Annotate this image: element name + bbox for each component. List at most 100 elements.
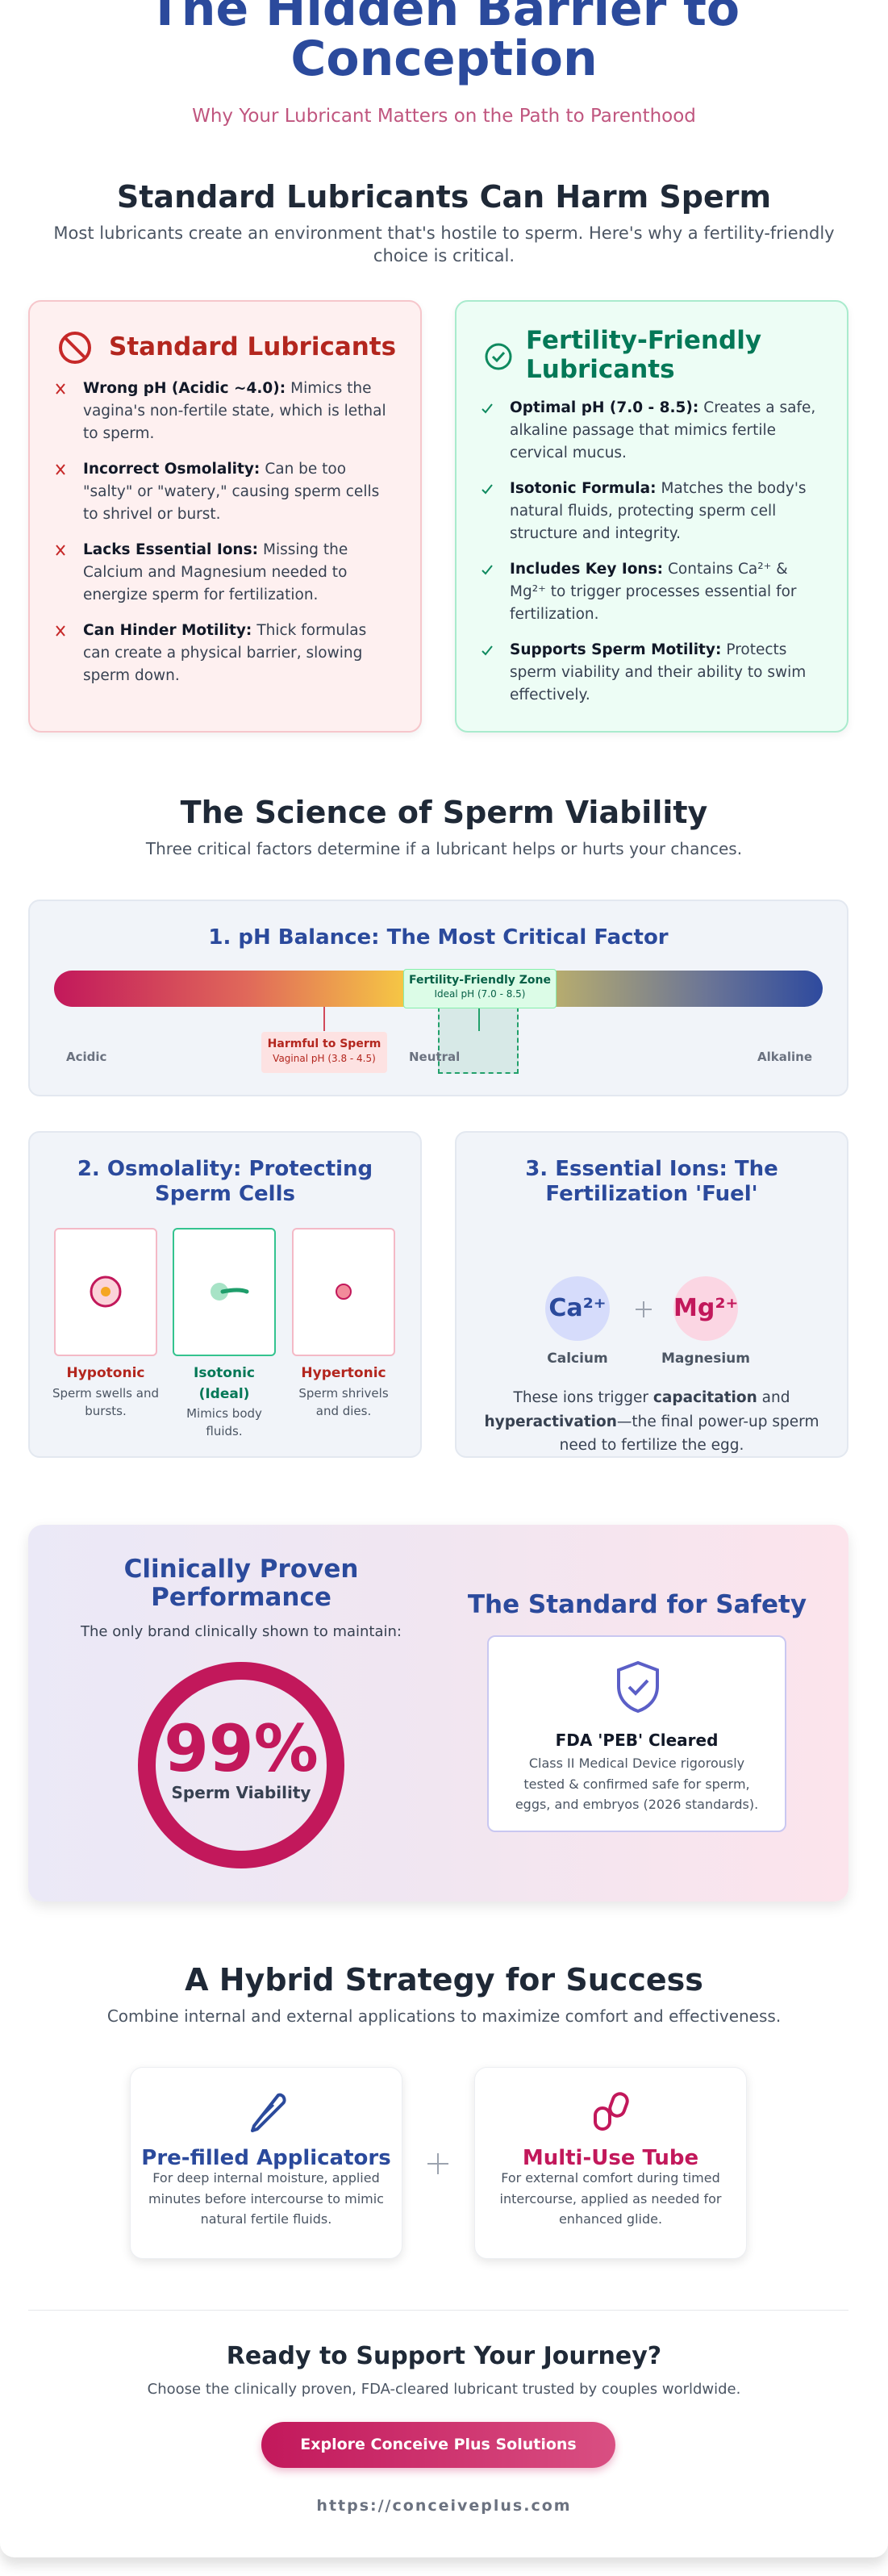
- site-url[interactable]: https://conceiveplus.com: [316, 2497, 572, 2515]
- cross-icon: [56, 464, 65, 475]
- panel-title: 2. Osmolality: Protecting Sperm Cells: [77, 1157, 373, 1206]
- list-item: Lacks Essential Ions: Missing the Calcium…: [54, 539, 396, 607]
- main-title: The Hidden Barrier to Conception: [148, 0, 740, 87]
- check-icon: [482, 645, 493, 656]
- section-description: Most lubricants create an environment th…: [53, 223, 835, 265]
- scale-label: Acidic: [66, 1050, 107, 1064]
- cross-stroke: [56, 464, 65, 475]
- badge-text: Class II Medical Device rigorously teste…: [515, 1756, 759, 1812]
- item-label: Isotonic Formula:: [510, 480, 657, 497]
- ion-symbol: Mg²⁺: [673, 1276, 738, 1341]
- section-title: The Science of Sperm Viability: [180, 795, 708, 830]
- list-item: Isotonic Formula: Matches the body's natu…: [481, 478, 823, 545]
- option-card: Pre-filled Applicators For deep internal…: [130, 2067, 402, 2259]
- cell-desc-text: Mimics body fluids.: [186, 1406, 262, 1438]
- ion-name: Calcium: [547, 1351, 608, 1367]
- harmful-range: Vaginal pH (3.8 - 4.5): [273, 1053, 376, 1064]
- cross-icon: [56, 625, 65, 637]
- safety-title: The Standard for Safety: [467, 1590, 807, 1619]
- section-title: A Hybrid Strategy for Success: [185, 1962, 703, 1998]
- zone-pointer: [478, 1007, 480, 1031]
- harmful-box: Harmful to Sperm Vaginal pH (3.8 - 4.5): [261, 1032, 387, 1073]
- section-subtitle: Three critical factors determine if a lu…: [145, 839, 743, 858]
- check-stroke: [482, 645, 493, 656]
- list-item: Includes Key Ions: Contains Ca²⁺ & Mg²⁺ t…: [481, 558, 823, 626]
- item-text: Contains Ca²⁺ & Mg²⁺ to trigger processe…: [510, 561, 797, 623]
- standard-list: Wrong pH (Acidic ~4.0): Mimics the vagina…: [54, 378, 396, 700]
- item-label: Lacks Essential Ions:: [83, 541, 258, 558]
- item-text: Thick formulas can create a physical bar…: [83, 622, 367, 684]
- divider: [28, 2310, 848, 2311]
- friendly-list: Optimal pH (7.0 - 8.5): Creates a safe, a…: [481, 397, 823, 720]
- check-icon: [482, 403, 493, 414]
- text-part: —the final power-up sperm need to fertil…: [559, 1413, 819, 1455]
- text-term: hyperactivation: [484, 1413, 617, 1430]
- ph-panel: 1. pH Balance: The Most Critical Factor …: [28, 900, 848, 1096]
- cta-button[interactable]: Explore Conceive Plus Solutions: [261, 2422, 615, 2468]
- scale-label: Neutral: [409, 1050, 461, 1064]
- check-icon: [485, 343, 512, 370]
- item-label: Can Hinder Motility:: [83, 622, 252, 639]
- ions-text: These ions trigger capacitation and hype…: [481, 1386, 823, 1458]
- stat-value: 99%: [164, 1711, 319, 1786]
- cell-name-text: Isotonic (Ideal): [194, 1365, 255, 1402]
- scale-label: Alkaline: [757, 1050, 812, 1064]
- cell-icon: [336, 1284, 352, 1300]
- standard-card: Standard Lubricants Wrong pH (Acidic ~4.…: [28, 300, 422, 733]
- list-item: Supports Sperm Motility: Protects sperm v…: [481, 639, 823, 707]
- text-term: capacitation: [652, 1389, 757, 1406]
- zone-box: Fertility-Friendly Zone Ideal pH (7.0 - …: [403, 969, 557, 1008]
- list-item: Incorrect Osmolality: Can be too "salty" …: [54, 458, 396, 526]
- list-item: Can Hinder Motility: Thick formulas can c…: [54, 620, 396, 687]
- stat-label: Sperm Viability: [171, 1783, 311, 1802]
- check-stroke: [482, 565, 493, 575]
- text-part: and: [757, 1389, 790, 1406]
- cell-desc: Sperm shrivels and dies.: [298, 1386, 389, 1418]
- zone-range: Ideal pH (7.0 - 8.5): [434, 988, 526, 1000]
- check-stroke: [482, 403, 493, 414]
- check-stroke: [482, 484, 493, 495]
- item-text: Mimics the vagina's non-fertile state, w…: [83, 380, 386, 442]
- cross-stroke: [56, 625, 65, 637]
- item-label: Incorrect Osmolality:: [83, 461, 261, 478]
- zone-label: Fertility-Friendly Zone: [409, 974, 551, 987]
- cross-icon: [56, 383, 65, 395]
- applicator-icon: [251, 2093, 286, 2132]
- clinical-section: Clinically Proven Performance The only b…: [28, 1525, 848, 1902]
- cell-name: Hypertonic: [301, 1365, 386, 1381]
- ban-icon: [59, 332, 91, 364]
- ion-symbol: Ca²⁺: [545, 1276, 610, 1341]
- cell-icon: [90, 1275, 122, 1308]
- harmful-pointer: [323, 1007, 325, 1031]
- item-label: Wrong pH (Acidic ~4.0):: [83, 380, 286, 397]
- item-text: Protects sperm viability and their abili…: [510, 641, 807, 703]
- item-label: Optimal pH (7.0 - 8.5):: [510, 399, 699, 416]
- cta-subtitle: Choose the clinically proven, FDA-cleare…: [147, 2381, 741, 2398]
- text-part: These ions trigger: [513, 1389, 653, 1406]
- option-text: For deep internal moisture, applied minu…: [148, 2170, 384, 2227]
- item-label: Supports Sperm Motility:: [510, 641, 722, 658]
- main-subtitle: Why Your Lubricant Matters on the Path t…: [192, 106, 696, 127]
- badge-title: FDA 'PEB' Cleared: [555, 1731, 719, 1750]
- panel-title: 3. Essential Ions: The Fertilization 'Fu…: [525, 1157, 778, 1206]
- option-card: Multi-Use Tube For external comfort duri…: [474, 2067, 747, 2259]
- cross-icon: [56, 545, 65, 556]
- cell-name: Isotonic (Ideal): [164, 1363, 285, 1405]
- clinical-subtitle: The only brand clinically shown to maint…: [81, 1623, 402, 1640]
- shield-icon: [617, 1660, 659, 1714]
- cross-stroke: [56, 545, 65, 556]
- harmful-label: Harmful to Sperm: [267, 1037, 381, 1050]
- item-text: Creates a safe, alkaline passage that mi…: [510, 399, 816, 461]
- option-title: Multi-Use Tube: [522, 2146, 699, 2170]
- clinical-title: Clinically Proven Performance: [123, 1555, 359, 1612]
- hypotonic-box: [54, 1228, 157, 1356]
- stat-ring: [138, 1662, 344, 1868]
- plus-icon: [636, 1301, 652, 1317]
- cell-desc: Mimics body fluids.: [168, 1405, 281, 1440]
- check-icon: [482, 565, 493, 575]
- cell-icon: [211, 1283, 249, 1301]
- cell-name: Hypotonic: [66, 1365, 145, 1381]
- cross-stroke: [56, 383, 65, 395]
